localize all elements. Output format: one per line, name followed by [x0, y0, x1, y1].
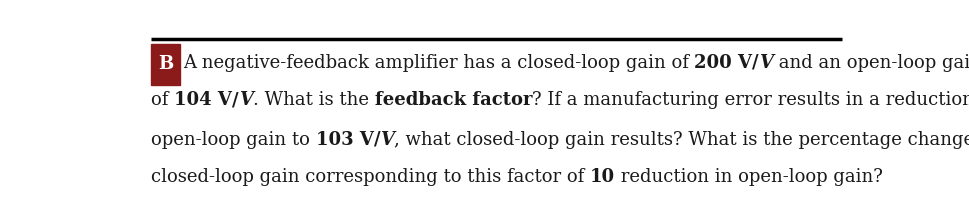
Text: V: V [380, 131, 394, 149]
Text: B: B [158, 55, 173, 73]
FancyBboxPatch shape [151, 44, 179, 85]
Text: and an open-loop gain: and an open-loop gain [773, 54, 969, 72]
Text: /: / [233, 91, 238, 109]
Text: feedback factor: feedback factor [375, 91, 532, 109]
Text: 104 V: 104 V [174, 91, 233, 109]
Text: 103 V: 103 V [316, 131, 374, 149]
Text: A negative-feedback amplifier has a closed-loop gain of: A negative-feedback amplifier has a clos… [183, 54, 695, 72]
Text: . What is the: . What is the [253, 91, 375, 109]
Text: V: V [759, 54, 773, 72]
Text: 10: 10 [590, 168, 615, 186]
Text: open-loop gain to: open-loop gain to [151, 131, 316, 149]
Text: , what closed-loop gain results? What is the percentage change in: , what closed-loop gain results? What is… [394, 131, 969, 149]
Text: V: V [238, 91, 253, 109]
Text: reduction in open-loop gain?: reduction in open-loop gain? [615, 168, 883, 186]
Text: ? If a manufacturing error results in a reduction of: ? If a manufacturing error results in a … [532, 91, 969, 109]
Text: 200 V: 200 V [695, 54, 752, 72]
Text: of: of [151, 91, 174, 109]
Text: closed-loop gain corresponding to this factor of: closed-loop gain corresponding to this f… [151, 168, 590, 186]
Text: /: / [374, 131, 380, 149]
Text: /: / [752, 54, 759, 72]
